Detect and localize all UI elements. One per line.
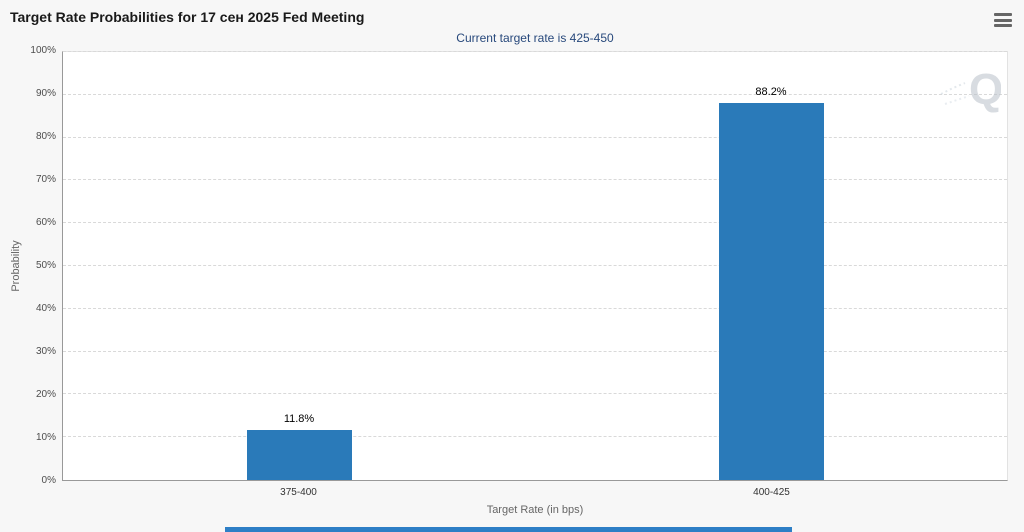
x-axis-title: Target Rate (in bps)	[486, 504, 584, 516]
y-tick-label: 20%	[35, 389, 56, 400]
plot-area: 11.8% 88.2% Q	[62, 51, 1008, 481]
gridline	[63, 51, 1007, 52]
bottom-blue-strip	[225, 527, 792, 532]
y-tick-label: 0%	[41, 475, 56, 486]
x-tick-label: 375-400	[280, 487, 317, 498]
gridlines	[63, 51, 1007, 480]
y-tick-label: 30%	[35, 346, 56, 357]
bar-value-label: 11.8%	[283, 412, 315, 425]
bar-400-425[interactable]: 88.2%	[718, 86, 824, 480]
bar-375-400[interactable]: 11.8%	[246, 413, 352, 480]
y-tick-label: 90%	[35, 88, 56, 99]
gridline	[63, 93, 1007, 95]
y-axis-tick-labels: 0% 10% 20% 30% 40% 50% 60% 70% 80% 90% 100%	[0, 45, 56, 486]
bars-container: 11.8% 88.2%	[63, 52, 1007, 480]
x-axis-tick-labels: 375-400 400-425	[62, 487, 1008, 498]
chart-subtitle: Current target rate is 425-450	[456, 31, 614, 45]
watermark-letter: Q	[969, 65, 1001, 114]
y-tick-label: 70%	[35, 174, 56, 185]
y-tick-label: 40%	[35, 303, 56, 314]
bar-value-label: 88.2%	[755, 85, 787, 98]
gridline	[63, 265, 1007, 266]
gridline	[63, 436, 1007, 438]
gridline	[63, 350, 1007, 352]
chart-title: Target Rate Probabilities for 17 сен 202…	[10, 9, 365, 25]
y-tick-label: 10%	[35, 432, 56, 443]
bar-slot: 88.2%	[535, 52, 1007, 480]
gridline	[63, 179, 1007, 181]
menu-line	[994, 24, 1012, 27]
menu-line	[994, 13, 1012, 16]
menu-line	[994, 18, 1012, 22]
gridline	[63, 222, 1007, 224]
y-tick-label: 60%	[35, 217, 56, 228]
q-logo-watermark-icon: Q	[939, 60, 1003, 118]
x-tick-label: 400-425	[753, 487, 790, 498]
y-tick-label: 100%	[30, 45, 56, 56]
y-tick-label: 80%	[35, 131, 56, 142]
hamburger-menu-icon[interactable]	[992, 11, 1014, 29]
bar-slot: 11.8%	[63, 52, 535, 480]
y-tick-label: 50%	[35, 260, 56, 271]
gridline	[63, 393, 1007, 395]
gridline	[63, 307, 1007, 309]
gridline	[63, 136, 1007, 138]
